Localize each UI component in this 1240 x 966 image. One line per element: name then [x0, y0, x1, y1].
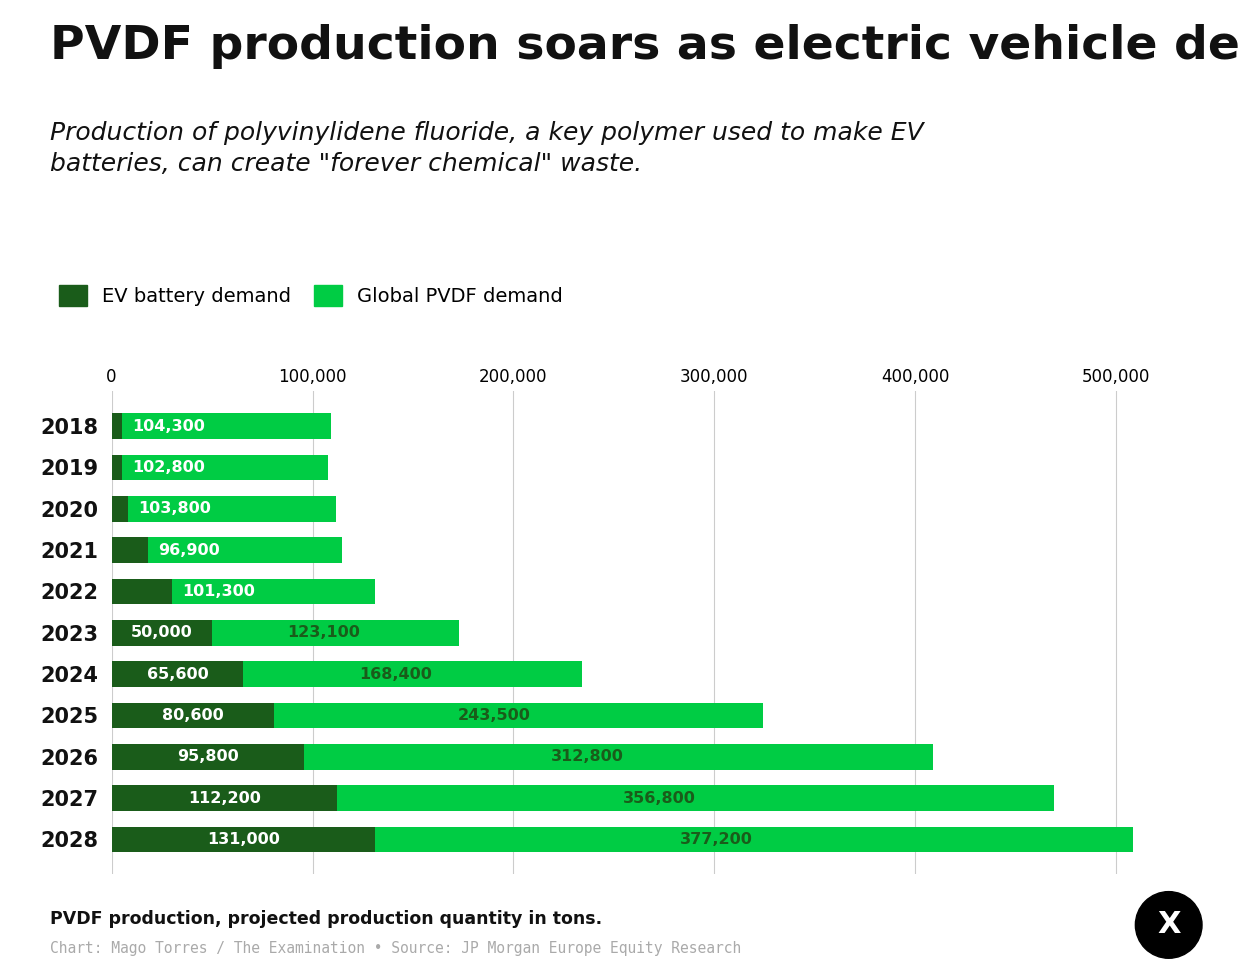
- Bar: [172, 579, 376, 604]
- Circle shape: [1136, 892, 1202, 958]
- Bar: [112, 455, 122, 480]
- Bar: [274, 702, 763, 728]
- Text: 131,000: 131,000: [207, 832, 280, 847]
- Text: Production of polyvinylidene fluoride, a key polymer used to make EV
batteries, : Production of polyvinylidene fluoride, a…: [50, 121, 924, 177]
- Text: 312,800: 312,800: [551, 750, 624, 764]
- Text: 65,600: 65,600: [146, 667, 208, 682]
- Bar: [337, 785, 1054, 810]
- Text: 243,500: 243,500: [458, 708, 531, 723]
- Bar: [122, 413, 331, 439]
- Text: PVDF production, projected production quantity in tons.: PVDF production, projected production qu…: [50, 910, 601, 928]
- Bar: [112, 620, 212, 645]
- Text: 103,800: 103,800: [138, 501, 211, 516]
- Text: 50,000: 50,000: [131, 625, 192, 640]
- Text: 104,300: 104,300: [131, 418, 205, 434]
- Text: 80,600: 80,600: [161, 708, 223, 723]
- Text: 96,900: 96,900: [157, 543, 219, 557]
- Bar: [112, 744, 304, 770]
- Bar: [112, 413, 122, 439]
- Text: PVDF production soars as electric vehicle demand grows: PVDF production soars as electric vehicl…: [50, 24, 1240, 70]
- Text: 112,200: 112,200: [188, 790, 260, 806]
- Text: 123,100: 123,100: [286, 625, 360, 640]
- Bar: [112, 702, 274, 728]
- Bar: [112, 827, 374, 852]
- Bar: [112, 785, 337, 810]
- Bar: [112, 537, 148, 563]
- Text: 101,300: 101,300: [182, 583, 254, 599]
- Bar: [304, 744, 932, 770]
- Text: 102,800: 102,800: [131, 460, 205, 475]
- Bar: [112, 579, 172, 604]
- Text: 95,800: 95,800: [177, 750, 239, 764]
- Bar: [374, 827, 1132, 852]
- Bar: [128, 496, 336, 522]
- Text: X: X: [1157, 910, 1180, 940]
- Bar: [243, 662, 582, 687]
- Bar: [112, 662, 243, 687]
- Bar: [212, 620, 459, 645]
- Text: 168,400: 168,400: [360, 667, 432, 682]
- Text: Chart: Mago Torres / The Examination • Source: JP Morgan Europe Equity Research: Chart: Mago Torres / The Examination • S…: [50, 941, 740, 956]
- Text: 356,800: 356,800: [624, 790, 696, 806]
- Bar: [122, 455, 329, 480]
- Bar: [112, 496, 128, 522]
- Bar: [148, 537, 342, 563]
- Text: 377,200: 377,200: [680, 832, 753, 847]
- Legend: EV battery demand, Global PVDF demand: EV battery demand, Global PVDF demand: [60, 285, 563, 306]
